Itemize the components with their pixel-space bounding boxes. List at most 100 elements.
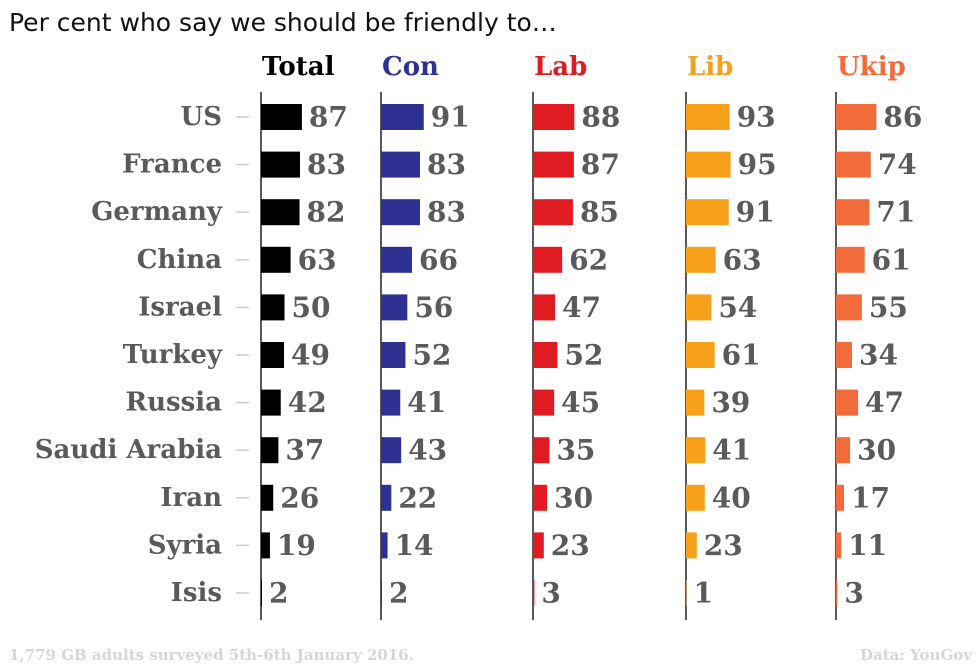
data-label: 88 [581,101,620,134]
bar [381,484,392,511]
bar [836,246,865,273]
data-label: 11 [848,529,887,562]
bar [836,104,877,130]
data-label: 40 [712,481,751,514]
data-label: 85 [580,196,619,229]
bar [261,580,262,606]
bar [533,484,548,511]
bar [686,437,706,464]
bar [836,389,859,416]
category-label: Isis [171,578,222,608]
category-label: Turkey [123,340,223,370]
category-label: France [122,150,222,180]
data-label: 34 [859,339,898,372]
bar [261,389,281,416]
data-label: 87 [581,148,620,181]
data-label: 41 [712,434,751,467]
data-label: 83 [427,196,466,229]
panel-header: Lib [687,52,733,82]
data-label: 43 [408,434,447,467]
data-label: 95 [738,148,777,181]
data-label: 30 [857,434,896,467]
data-label: 1 [693,577,712,610]
bar [261,532,270,559]
bar [261,437,279,464]
bar [686,532,697,559]
bar [381,246,413,273]
bar [261,151,301,178]
bar [381,294,408,321]
data-label: 82 [307,196,346,229]
data-label: 91 [736,196,775,229]
data-label: 14 [395,529,434,562]
bar [533,199,573,226]
panel-header: Lab [534,52,587,82]
data-label: 63 [298,243,337,276]
data-label: 93 [737,101,776,134]
data-label: 37 [285,434,324,467]
data-label: 74 [878,148,917,181]
source-credit: Data: YouGov [860,646,972,664]
data-label: 17 [851,481,890,514]
data-label: 41 [407,386,446,419]
bar [686,151,731,178]
data-label: 39 [711,386,750,419]
bar [381,389,401,416]
data-label: 83 [307,148,346,181]
data-label: 87 [309,101,348,134]
data-label: 47 [562,291,601,324]
data-label: 49 [291,339,330,372]
data-label: 86 [883,101,922,134]
bar [261,484,274,511]
category-label: Iran [160,483,222,513]
data-label: 35 [556,434,595,467]
bar [381,437,402,464]
bar [836,437,851,464]
data-label: 56 [414,291,453,324]
bar [686,342,715,368]
data-label: 3 [844,577,863,610]
bar [836,580,838,606]
footnote: 1,779 GB adults surveyed 5th-6th January… [9,646,414,664]
bar [381,532,388,559]
bar [836,342,852,368]
chart: US France Germany China Israel Turkey Russia Sa… [35,52,922,620]
bar [686,294,712,321]
data-label: 19 [277,529,316,562]
bar [533,151,574,178]
bar [836,484,844,511]
data-label: 2 [389,577,408,610]
category-label: Israel [138,292,222,322]
bar [533,580,535,606]
data-label: 45 [561,386,600,419]
data-label: 62 [569,243,608,276]
bar [381,342,406,368]
bar [381,104,424,130]
bar [533,437,550,464]
bar [836,294,862,321]
bar [533,294,556,321]
bar [836,532,842,559]
data-label: 63 [723,243,762,276]
category-label: US [181,102,222,132]
data-label: 83 [427,148,466,181]
data-label: 52 [412,339,451,372]
data-label: 52 [564,339,603,372]
chart-title: Per cent who say we should be friendly t… [9,8,557,37]
data-label: 3 [541,577,560,610]
data-label: 47 [865,386,904,419]
bar [533,389,555,416]
bar [261,294,285,321]
data-label: 26 [280,481,319,514]
panel-header: Total [262,52,335,82]
data-label: 54 [718,291,757,324]
bar [686,246,716,273]
data-label: 66 [419,243,458,276]
panel-header: Con [382,52,439,82]
data-label: 91 [431,101,470,134]
bar [261,342,285,368]
bar [533,246,563,273]
bar [261,104,302,130]
bar [533,104,575,130]
data-label: 23 [551,529,590,562]
